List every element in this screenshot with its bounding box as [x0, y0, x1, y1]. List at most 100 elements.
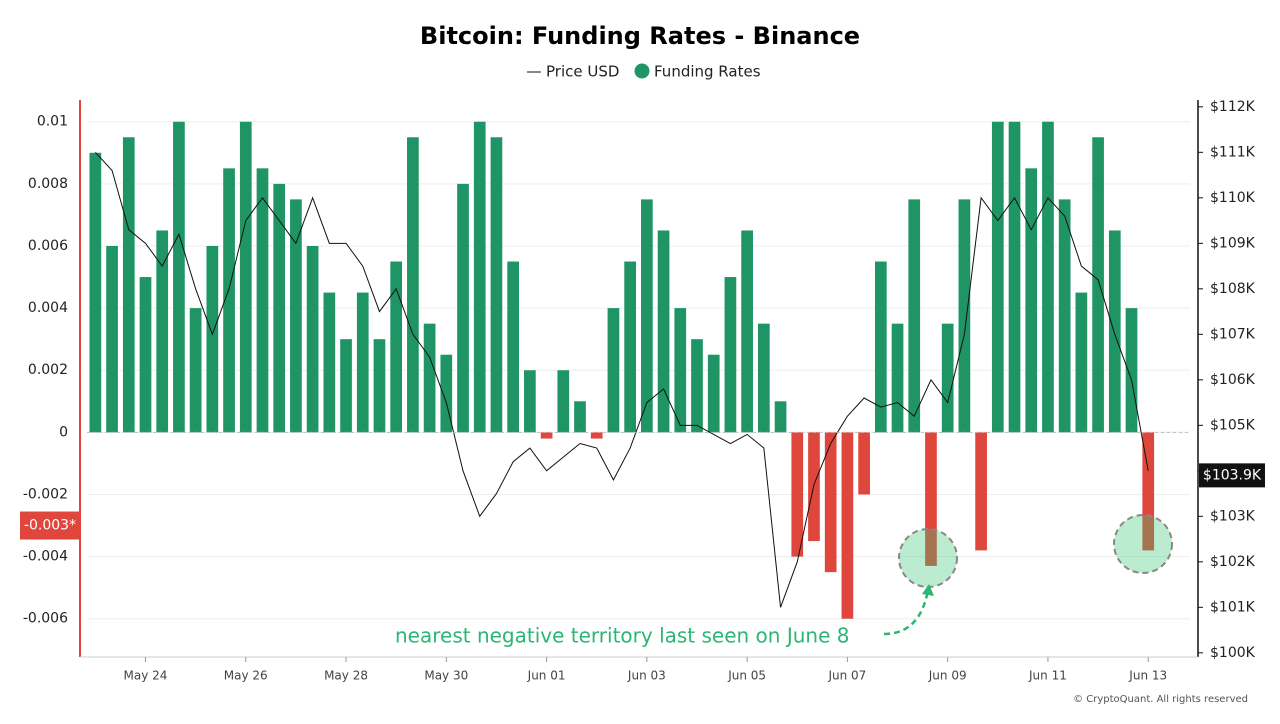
y2-tick-label: $108K — [1210, 281, 1256, 297]
x-tick-label: May 24 — [124, 669, 168, 683]
bar — [507, 261, 520, 433]
bar — [206, 245, 219, 433]
legend-label: Price USD — [546, 63, 619, 81]
bar — [189, 308, 202, 433]
x-tick-label: Jun 13 — [1128, 669, 1167, 683]
bar — [891, 323, 904, 433]
bar — [874, 261, 887, 433]
bar — [273, 183, 286, 433]
bar — [641, 199, 653, 433]
y-tick-label: 0.008 — [28, 176, 68, 192]
y-tick-label: 0.002 — [28, 362, 68, 378]
bar — [473, 121, 486, 433]
y2-tick-label: $101K — [1210, 599, 1256, 615]
bar — [824, 432, 837, 573]
bar — [122, 137, 135, 433]
annotation: nearest negative territory last seen on … — [395, 624, 849, 648]
bar — [156, 230, 169, 433]
bar — [407, 137, 419, 433]
bar — [106, 245, 118, 433]
y-tick-label: -0.002 — [23, 486, 68, 502]
bar — [590, 432, 603, 439]
bar — [741, 230, 753, 433]
highlight-circle — [898, 528, 958, 588]
price-tag-box — [1199, 463, 1265, 488]
y-tick-label: -0.004 — [23, 549, 68, 565]
x-tick-label: Jun 07 — [827, 669, 866, 683]
y-tick-label: -0.006 — [23, 611, 68, 627]
bar — [657, 230, 670, 433]
y2-tick-label: $110K — [1210, 190, 1256, 206]
bar — [1108, 230, 1121, 433]
bar — [908, 199, 921, 433]
bar — [958, 199, 971, 433]
bar — [691, 339, 703, 433]
y2-tick-label: $102K — [1210, 554, 1256, 570]
x-tick-label: Jun 09 — [928, 669, 967, 683]
y-tick-label: 0.006 — [28, 238, 68, 254]
y2-tick-label: $105K — [1210, 417, 1256, 433]
bar — [1092, 137, 1104, 433]
bar — [1075, 292, 1088, 433]
bar — [139, 277, 152, 433]
bar — [323, 292, 336, 433]
price-tag: $103.9K — [1203, 467, 1262, 483]
bar — [306, 245, 319, 433]
bar — [239, 121, 252, 433]
arrow-head — [922, 584, 934, 596]
bar — [607, 308, 620, 433]
bar — [423, 323, 436, 433]
bar — [490, 137, 503, 433]
price-line — [94, 151, 1149, 608]
y-tick-label: 0.01 — [37, 114, 68, 130]
bar — [707, 354, 720, 433]
bar — [256, 168, 269, 433]
bar — [841, 432, 854, 619]
bar — [724, 277, 737, 433]
bar — [791, 432, 804, 557]
x-tick-label: Jun 05 — [727, 669, 766, 683]
bar — [624, 261, 636, 433]
arrow — [883, 589, 930, 636]
funding-tag: -0.003* — [24, 518, 76, 534]
y2-tick-label: $106K — [1210, 372, 1256, 388]
bar — [574, 401, 586, 433]
bar — [774, 401, 787, 433]
bar — [1142, 432, 1155, 551]
y2-tick-label: $112K — [1210, 99, 1256, 115]
bar — [290, 199, 302, 433]
highlight-circle — [1113, 514, 1173, 574]
bar — [991, 121, 1004, 433]
footer: © CryptoQuant. All rights reserved — [1073, 694, 1248, 705]
bar — [173, 121, 185, 433]
bar — [524, 370, 536, 433]
bar — [457, 183, 469, 433]
bar — [858, 432, 870, 495]
y2-tick-label: $109K — [1210, 235, 1256, 251]
legend-dot — [634, 63, 650, 79]
bar — [373, 339, 386, 433]
x-tick-label: Jun 03 — [627, 669, 666, 683]
bar — [557, 370, 570, 433]
bar — [941, 323, 954, 433]
bar — [1008, 121, 1021, 433]
bar — [1125, 308, 1138, 433]
bar — [540, 432, 553, 439]
bar — [674, 308, 687, 433]
legend-label: Funding Rates — [654, 63, 761, 81]
chart-title: Bitcoin: Funding Rates - Binance — [420, 22, 860, 50]
y2-tick-label: $103K — [1210, 508, 1256, 524]
y2-tick-label: $111K — [1210, 144, 1256, 160]
bar — [340, 339, 352, 433]
x-tick-label: May 26 — [224, 669, 268, 683]
x-tick-label: May 30 — [424, 669, 468, 683]
bar — [390, 261, 403, 433]
funding-tag-box — [20, 511, 80, 540]
x-tick-label: Jun 11 — [1028, 669, 1067, 683]
y2-tick-label: $107K — [1210, 326, 1256, 342]
bar — [757, 323, 770, 433]
bar — [925, 432, 937, 566]
bar — [356, 292, 369, 433]
y2-tick-label: $100K — [1210, 645, 1256, 661]
